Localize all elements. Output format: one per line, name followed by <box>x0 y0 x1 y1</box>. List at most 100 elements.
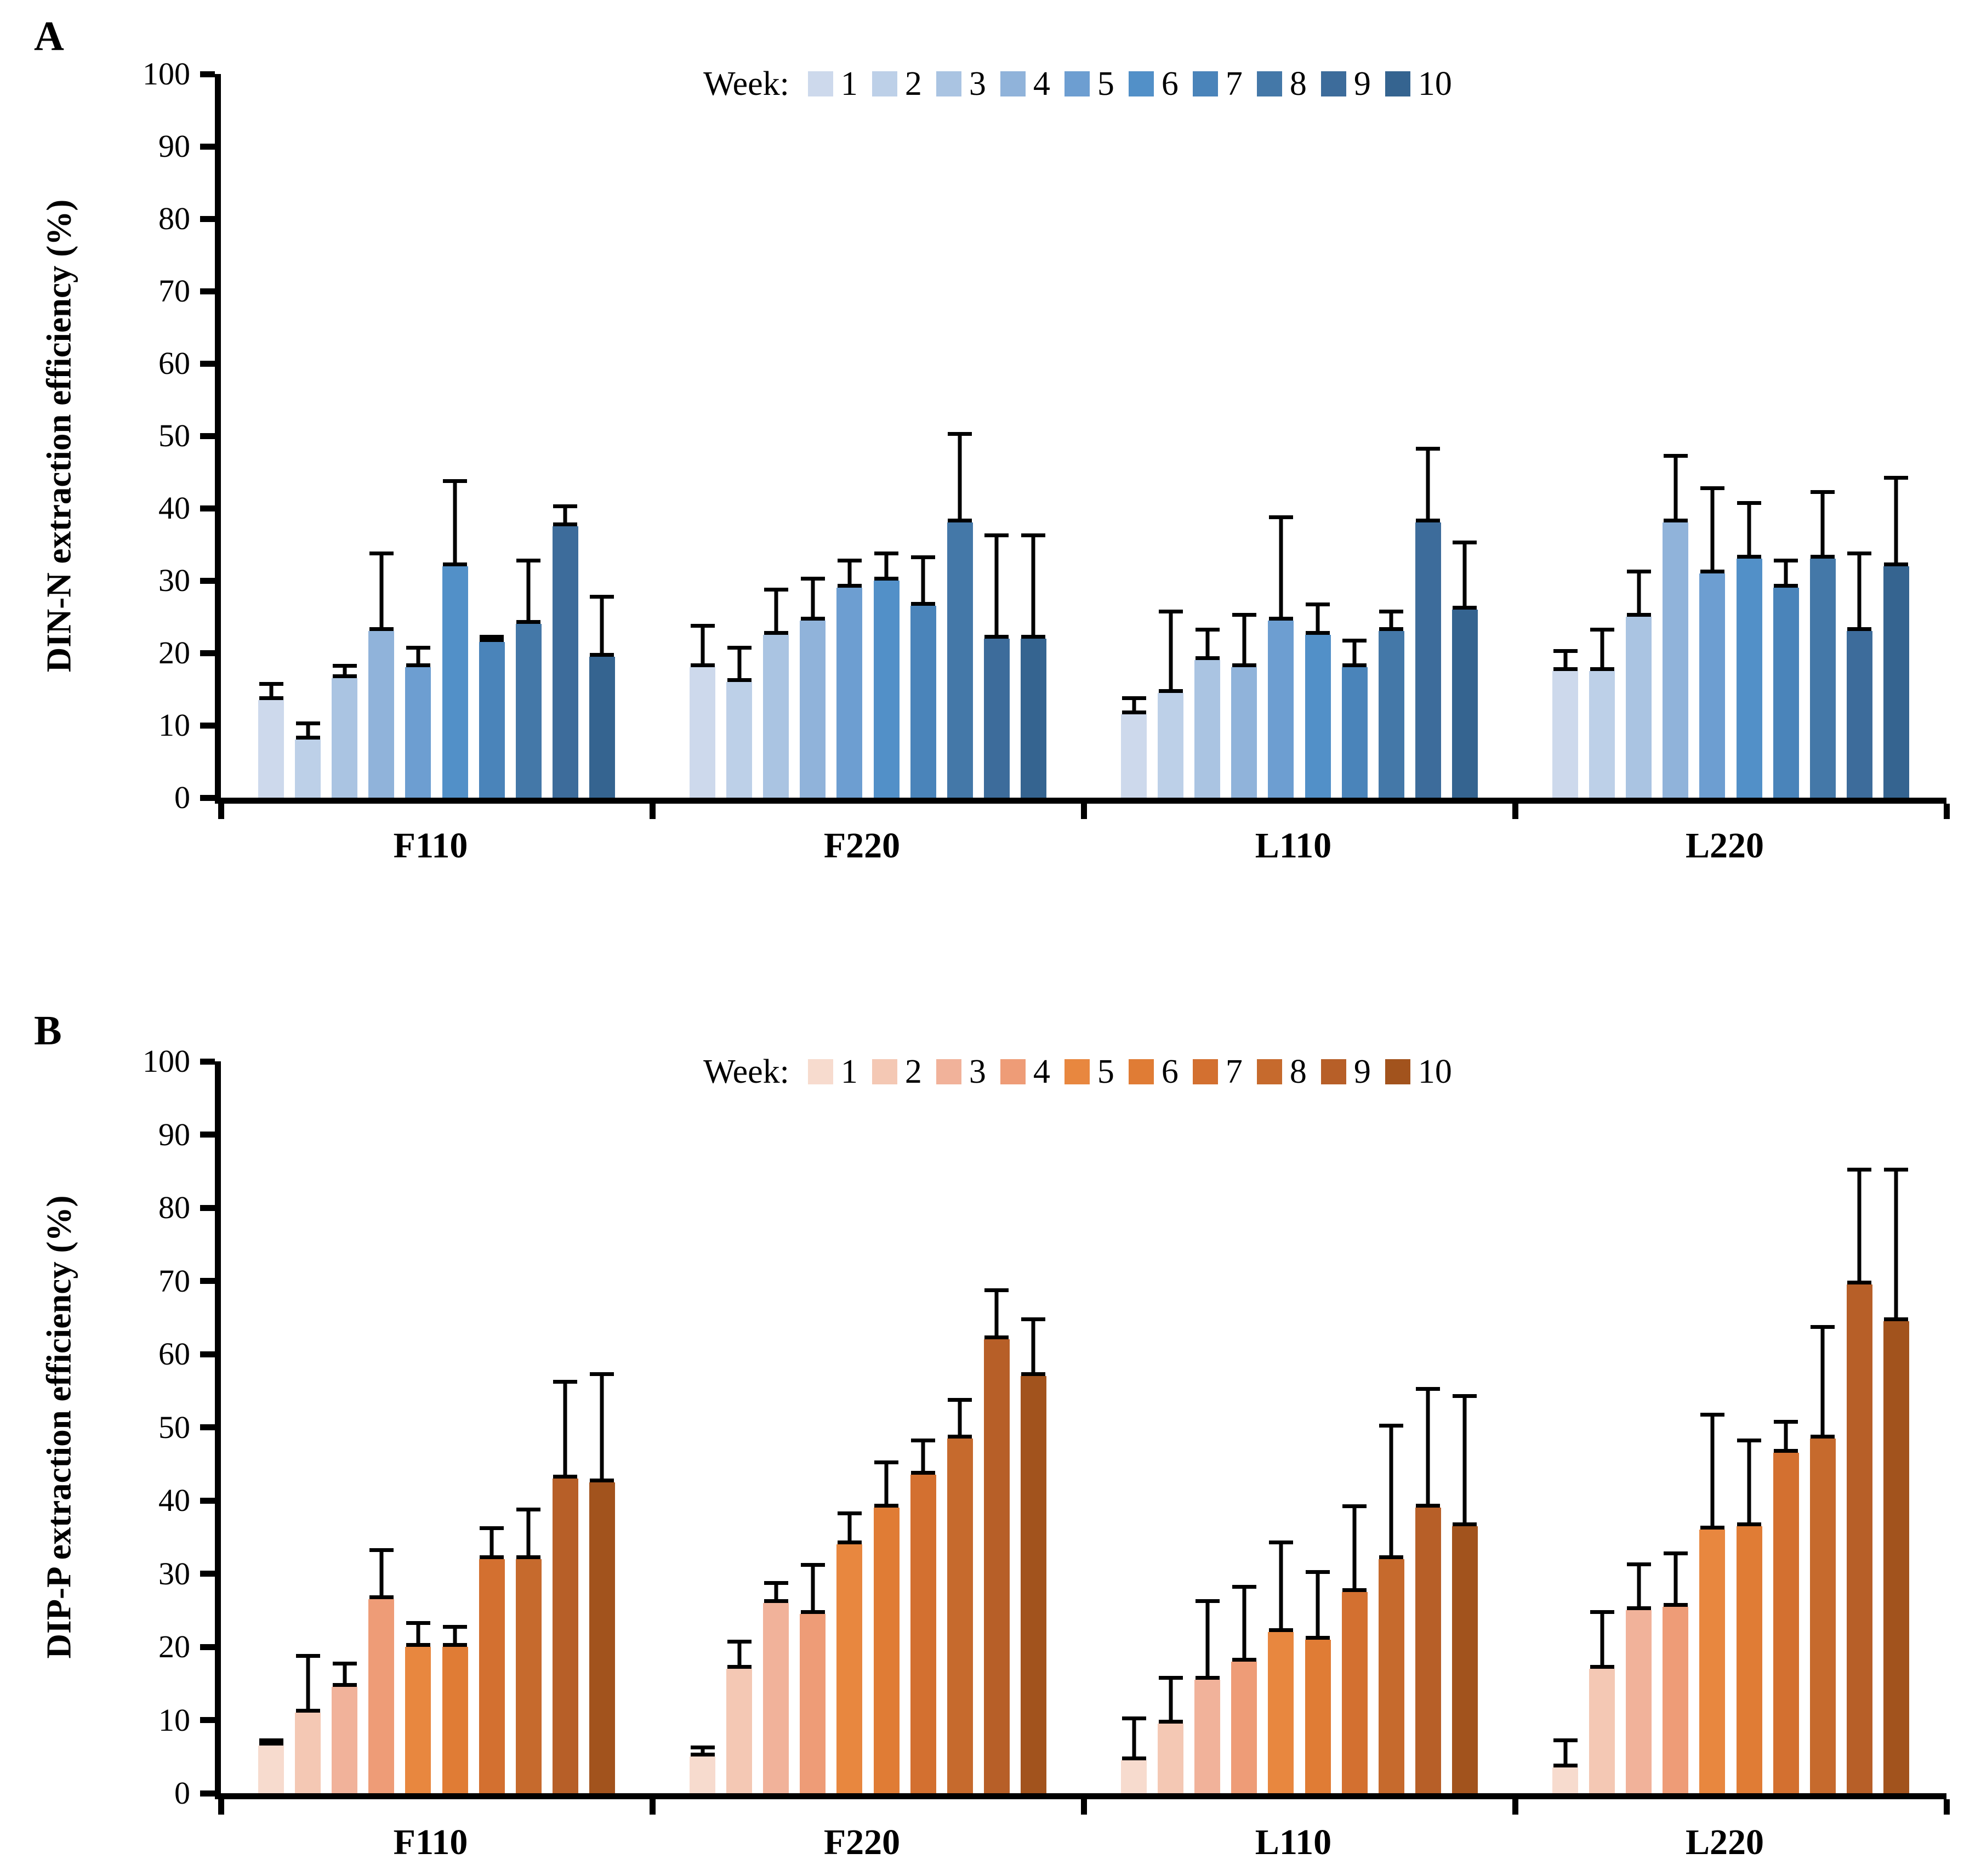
bar-group-F110 <box>221 1061 652 1793</box>
error-bar-L220-week-8 <box>1811 490 1835 559</box>
bar-F110-week-3 <box>332 1661 358 1793</box>
legend-item-week-1: 1 <box>807 1053 858 1090</box>
panel-b-label: B <box>34 1008 62 1054</box>
error-bar-F220-week-2 <box>727 645 752 682</box>
y-axis-tick <box>200 288 215 294</box>
y-axis-tick <box>200 1644 215 1650</box>
bar-F110-week-5 <box>405 1621 431 1793</box>
error-bar-L220-week-6 <box>1737 501 1762 559</box>
bar-L220-week-6 <box>1736 1438 1762 1793</box>
y-axis-tick <box>200 577 215 584</box>
error-bar-F110-week-6 <box>443 479 468 566</box>
y-axis-tick <box>200 650 215 656</box>
y-axis-tick-label: 60 <box>158 1336 190 1372</box>
bar-F220-week-9 <box>983 533 1010 798</box>
error-bar-L220-week-3 <box>1626 570 1651 617</box>
y-axis-tick <box>200 1571 215 1577</box>
legend-week-number: 7 <box>1225 1053 1243 1090</box>
bar-L220-week-9 <box>1846 552 1872 798</box>
bar-group-F110 <box>221 74 652 798</box>
bar-group-L110 <box>1084 74 1515 798</box>
error-bar-L110-week-5 <box>1268 515 1293 621</box>
bar-L220-week-1 <box>1552 1738 1578 1793</box>
bar-group-L110 <box>1084 1061 1515 1793</box>
error-bar-F110-week-8 <box>516 1508 541 1559</box>
bar-F220-week-6 <box>873 552 900 798</box>
error-bar-L110-week-7 <box>1342 1504 1367 1592</box>
legend-week-number: 8 <box>1289 65 1307 103</box>
legend-swatch-week-8 <box>1256 71 1282 96</box>
bar-L110-week-6 <box>1305 602 1331 798</box>
bar-F110-week-4 <box>368 1548 395 1793</box>
error-bar-L220-week-1 <box>1553 649 1578 671</box>
bar-L220-week-5 <box>1699 1412 1726 1793</box>
y-axis-tick <box>200 433 215 439</box>
bar-L110-week-7 <box>1341 1504 1368 1793</box>
legend-week-number: 1 <box>840 1053 858 1090</box>
y-axis-tick <box>200 143 215 150</box>
error-bar-L220-week-2 <box>1590 627 1614 671</box>
bar-L110-week-1 <box>1121 696 1147 798</box>
legend-swatch-week-7 <box>1192 71 1218 96</box>
legend-swatch-week-7 <box>1192 1059 1218 1084</box>
bar-F220-week-10 <box>1020 533 1046 798</box>
y-axis-tick <box>200 1424 215 1430</box>
bar-F220-week-5 <box>836 1511 863 1793</box>
error-bar-L110-week-10 <box>1453 541 1477 610</box>
error-bar-F220-week-6 <box>874 552 899 581</box>
bar-L220-week-3 <box>1626 570 1652 798</box>
error-bar-F220-week-6 <box>874 1460 899 1508</box>
error-bar-F220-week-5 <box>837 559 862 588</box>
error-bar-F110-week-2 <box>295 1654 320 1713</box>
legend-item-week-6: 6 <box>1128 65 1179 103</box>
bar-L220-week-8 <box>1809 1324 1836 1793</box>
panel-b-legend-title: Week: <box>703 1053 789 1090</box>
bar-L220-week-1 <box>1552 649 1578 798</box>
legend-item-week-10: 10 <box>1385 1055 1452 1089</box>
legend-item-week-7: 7 <box>1192 1053 1243 1090</box>
bar-F110-week-4 <box>368 552 395 798</box>
x-axis-tick <box>649 1799 656 1815</box>
error-bar-L220-week-7 <box>1774 559 1798 588</box>
error-bar-F110-week-5 <box>406 645 430 668</box>
error-bar-F110-week-1 <box>259 1738 283 1746</box>
bar-F110-week-2 <box>295 721 321 798</box>
bar-F220-week-7 <box>910 555 936 798</box>
error-bar-L110-week-9 <box>1416 1387 1441 1508</box>
x-axis-group-label-F220: F220 <box>823 1822 901 1862</box>
bar-L110-week-8 <box>1378 1423 1404 1793</box>
legend-week-number: 8 <box>1289 1053 1307 1090</box>
x-axis-tick <box>1080 804 1087 819</box>
bar-groups <box>221 74 1946 798</box>
x-axis-group-label-L110: L110 <box>1255 826 1332 866</box>
error-bar-F110-week-9 <box>553 504 578 526</box>
legend-item-week-4: 4 <box>1000 1055 1050 1089</box>
bar-L110-week-10 <box>1451 1394 1478 1793</box>
y-axis-tick-label: 40 <box>158 1482 190 1518</box>
error-bar-F220-week-3 <box>764 588 788 635</box>
legend-swatch-week-6 <box>1128 1059 1154 1084</box>
legend-week-number: 6 <box>1161 65 1179 103</box>
y-axis-tick <box>200 71 215 77</box>
error-bar-F110-week-7 <box>480 635 504 643</box>
error-bar-F220-week-1 <box>690 1746 715 1757</box>
panel-a-x-axis-labels: F110 F220 L110 L220 <box>215 828 1940 864</box>
error-bar-L110-week-2 <box>1158 609 1183 693</box>
error-bar-F220-week-9 <box>984 1288 1009 1340</box>
y-axis-tick-label: 70 <box>158 273 190 309</box>
error-bar-F220-week-3 <box>764 1581 788 1603</box>
legend-swatch-week-4 <box>1000 1059 1026 1084</box>
error-bar-F110-week-2 <box>295 721 320 740</box>
error-bar-L110-week-3 <box>1195 627 1220 661</box>
bar-group-L220 <box>1515 1061 1946 1793</box>
x-axis-tick <box>1512 804 1518 819</box>
bar-F220-week-7 <box>910 1438 936 1793</box>
x-axis-group-label-F220: F220 <box>823 826 901 866</box>
legend-week-number: 4 <box>1033 1053 1050 1090</box>
bar-L110-week-2 <box>1158 609 1184 798</box>
bar-F220-week-5 <box>836 559 863 798</box>
legend-swatch-week-5 <box>1064 71 1090 96</box>
error-bar-F220-week-10 <box>1021 1317 1046 1377</box>
legend-week-number: 2 <box>904 1053 922 1090</box>
bar-F220-week-8 <box>947 432 973 798</box>
